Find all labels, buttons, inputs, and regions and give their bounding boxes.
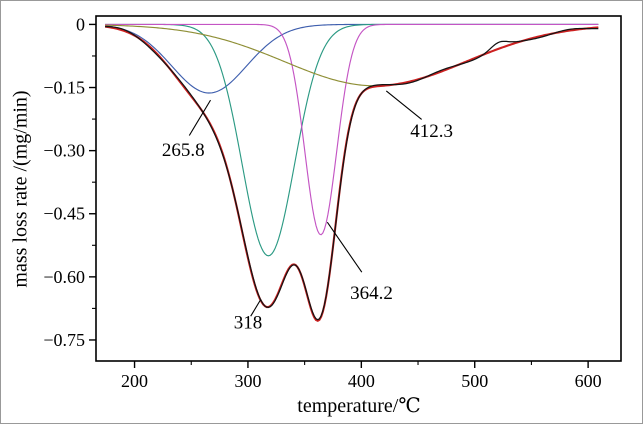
x-tick-label: 200 <box>121 371 148 391</box>
annotation-leader-318 <box>250 299 261 317</box>
y-tick-label: −0.45 <box>43 204 85 224</box>
y-tick-label: −0.30 <box>43 141 85 161</box>
x-axis-label: temperature/℃ <box>297 395 421 417</box>
annotation-412.3: 412.3 <box>410 121 453 142</box>
x-tick-label: 500 <box>461 371 488 391</box>
annotation-318: 318 <box>234 313 263 334</box>
y-axis-label: mass loss rate /(mg/min) <box>9 90 32 288</box>
component-curve-peak-265.8 <box>105 23 599 94</box>
annotation-364.2: 364.2 <box>350 283 393 304</box>
annotation-leader-412.3 <box>385 90 423 120</box>
annotation-leader-364.2 <box>326 221 363 273</box>
x-tick-label: 400 <box>348 371 375 391</box>
x-tick-label: 600 <box>575 371 602 391</box>
y-tick-label: 0 <box>76 14 85 34</box>
component-curve-peak-364.2 <box>105 23 599 236</box>
y-tick-label: −0.15 <box>43 78 85 98</box>
y-tick-label: −0.75 <box>43 330 85 350</box>
fitted-curve <box>104 25 599 322</box>
x-tick-label: 300 <box>234 371 261 391</box>
annotation-leader-265.8 <box>188 99 211 136</box>
y-tick-label: −0.60 <box>43 267 85 287</box>
axis-frame <box>95 15 622 362</box>
annotation-265.8: 265.8 <box>162 140 205 161</box>
experimental-curve <box>105 25 599 321</box>
